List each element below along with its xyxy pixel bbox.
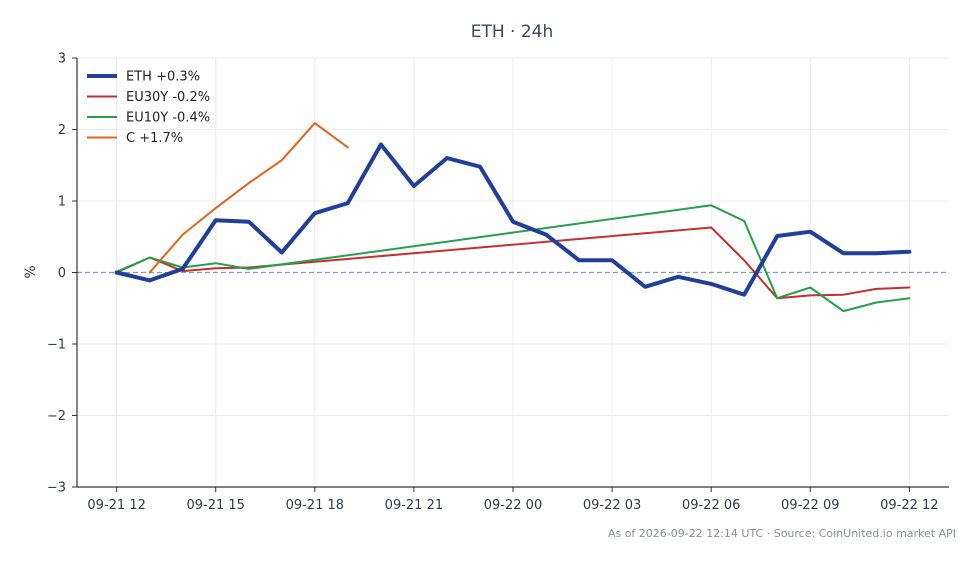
x-tick-label: 09-22 09 (781, 498, 839, 513)
legend-label: ETH +0.3% (126, 70, 200, 85)
x-tick-label: 09-22 03 (583, 498, 641, 513)
y-tick-label: −2 (47, 409, 66, 424)
chart-title: ETH · 24h (471, 22, 554, 42)
x-tick-label: 09-22 06 (682, 498, 740, 513)
y-tick-label: −3 (47, 481, 66, 496)
series-line-3 (148, 122, 349, 274)
y-tick-label: −1 (47, 338, 66, 353)
y-axis-label: % (23, 265, 39, 278)
series-lines (114, 122, 912, 313)
x-tick-label: 09-21 15 (187, 498, 245, 513)
y-tick-label: 1 (58, 195, 66, 210)
x-tick-label: 09-22 12 (880, 498, 938, 513)
series-line-0 (114, 142, 912, 297)
y-tick-label: 3 (58, 52, 66, 67)
grid-lines (77, 57, 949, 488)
source-footer: As of 2026-09-22 12:14 UTC · Source: Coi… (608, 527, 956, 540)
legend-label: EU30Y -0.2% (126, 90, 210, 105)
x-tick-label: 09-22 00 (484, 498, 542, 513)
y-tick-label: 0 (58, 266, 66, 281)
legend-label: C +1.7% (126, 131, 183, 146)
y-tick-label: 2 (58, 123, 66, 138)
legend-label: EU10Y -0.4% (126, 111, 210, 126)
legend: ETH +0.3% EU30Y -0.2% EU10Y -0.4% C +1.7% (87, 70, 210, 146)
x-tick-label: 09-21 12 (87, 498, 145, 513)
axes: 09-21 12 09-21 15 09-21 18 09-21 21 09-22 00… (47, 52, 949, 513)
x-tick-label: 09-21 21 (385, 498, 443, 513)
x-tick-label: 09-21 18 (286, 498, 344, 513)
series-line-2 (115, 204, 911, 313)
